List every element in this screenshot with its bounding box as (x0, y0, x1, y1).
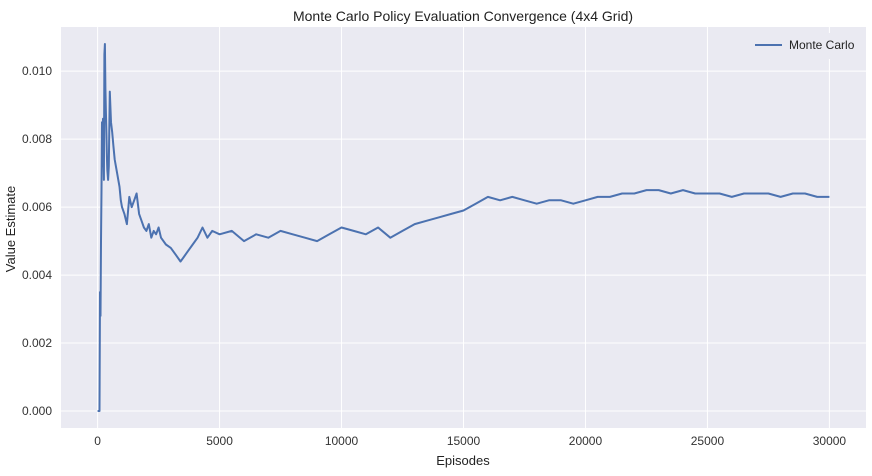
legend: Monte Carlo (746, 33, 859, 59)
x-tick-label: 20000 (569, 434, 603, 448)
chart-title: Monte Carlo Policy Evaluation Convergenc… (293, 8, 633, 24)
x-tick-label: 5000 (206, 434, 233, 448)
series-line-monte-carlo (97, 43, 830, 412)
x-tick-label: 25000 (691, 434, 725, 448)
x-tick-label: 0 (94, 434, 101, 448)
y-axis-label: Value Estimate (3, 186, 18, 272)
x-tick-label: 15000 (447, 434, 481, 448)
legend-label-monte-carlo: Monte Carlo (789, 38, 855, 52)
x-tick-label: 10000 (325, 434, 359, 448)
ticks-layer: 0 5000 10000 15000 20000 25000 30000 0.000 0.002… (22, 64, 846, 448)
series-layer (97, 43, 830, 412)
y-tick-label: 0.002 (22, 336, 52, 350)
legend-box (746, 33, 859, 59)
y-tick-label: 0.004 (22, 268, 52, 282)
x-axis-label: Episodes (436, 453, 490, 468)
x-tick-label: 30000 (813, 434, 847, 448)
y-tick-label: 0.008 (22, 132, 52, 146)
y-tick-label: 0.006 (22, 200, 52, 214)
y-tick-label: 0.010 (22, 64, 52, 78)
y-tick-label: 0.000 (22, 404, 52, 418)
